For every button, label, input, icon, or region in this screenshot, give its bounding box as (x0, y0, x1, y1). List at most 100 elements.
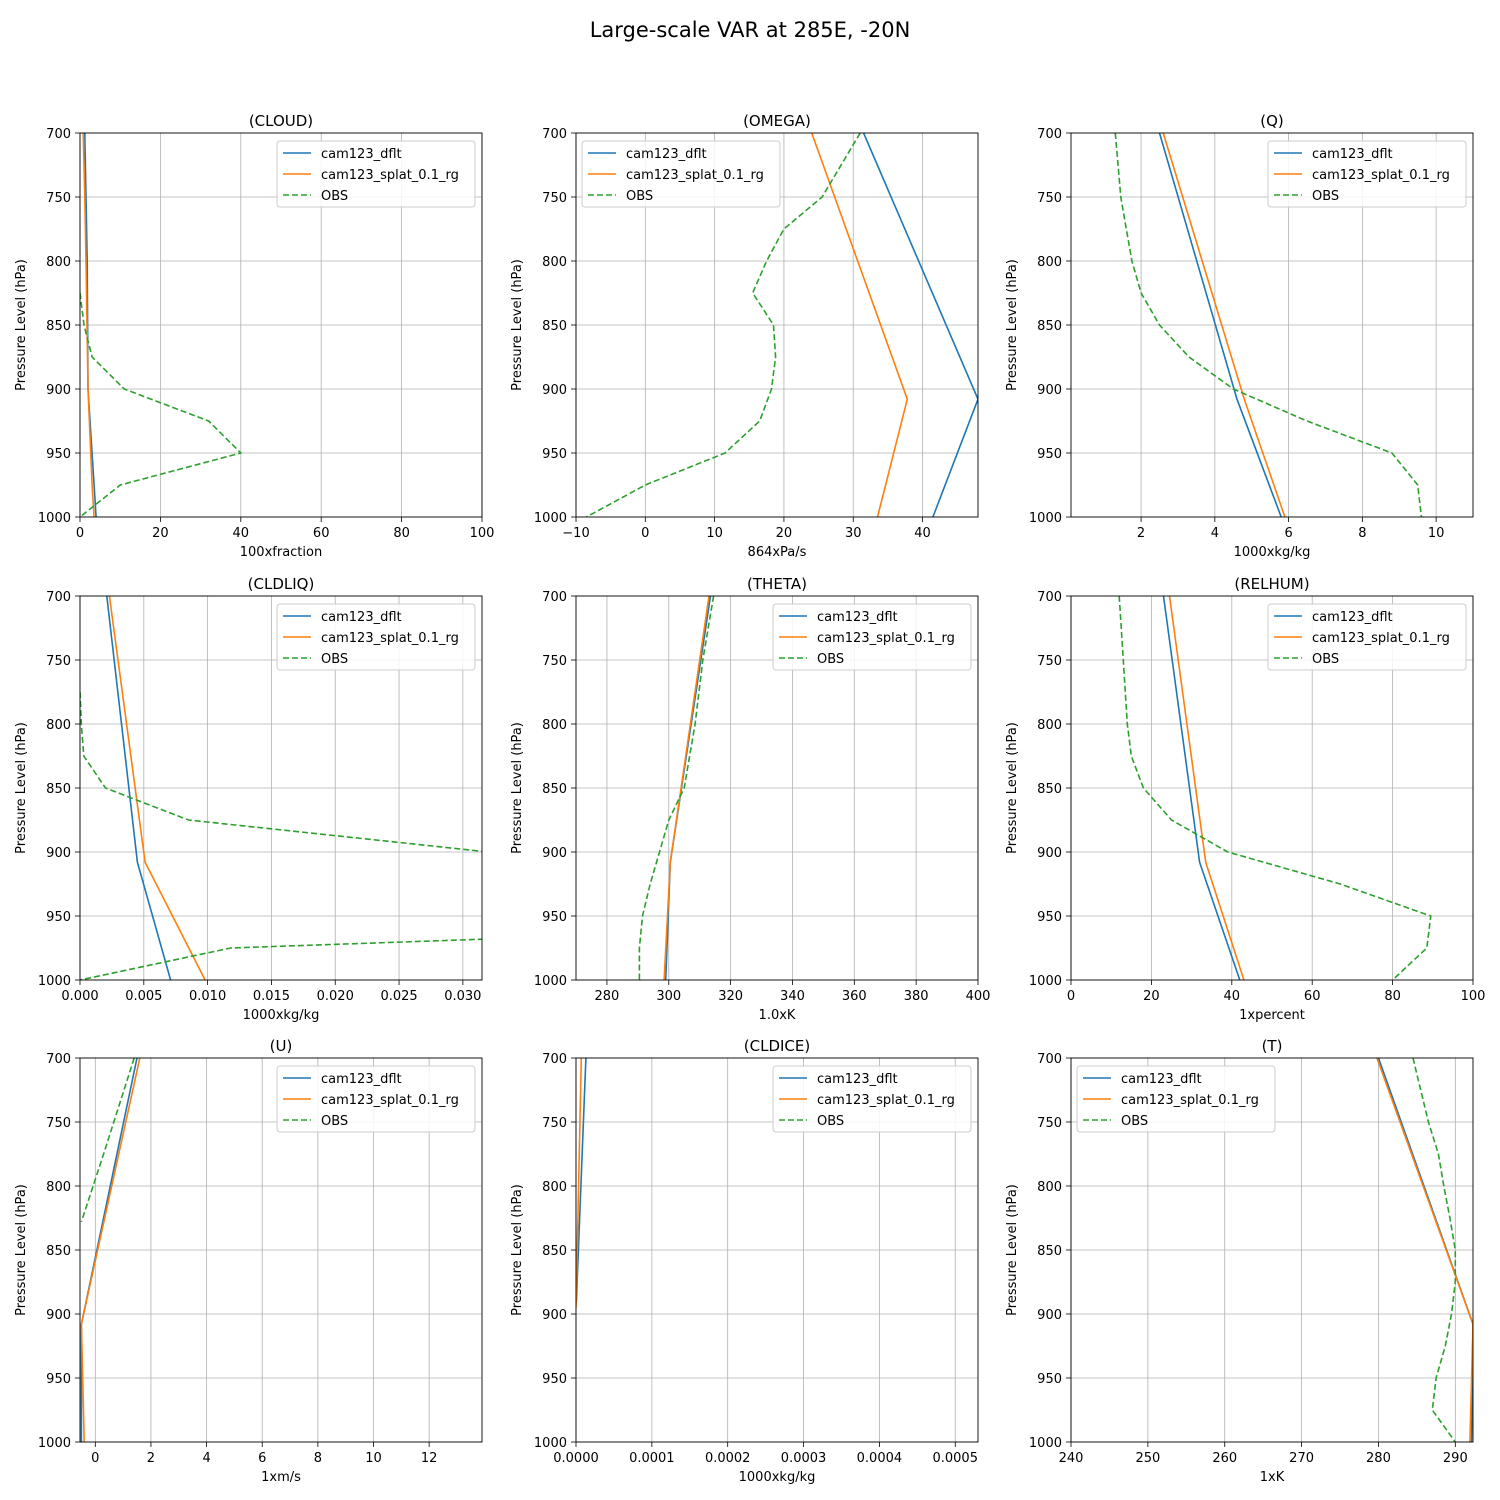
y-tick-label: 1000 (534, 974, 567, 989)
legend-label: cam123_splat_0.1_rg (817, 1093, 955, 1108)
x-tick-label: 0.015 (253, 989, 290, 1004)
y-tick-label: 1000 (534, 1436, 567, 1451)
y-tick-label: 1000 (38, 1436, 71, 1451)
x-tick-label: 2 (147, 1451, 155, 1466)
x-tick-label: 0.0000 (553, 1451, 599, 1466)
series-line-cam123-dflt (1162, 596, 1241, 980)
legend: cam123_dflt cam123_splat_0.1_rg OBS (276, 140, 476, 208)
series-line-cam123-dflt (1158, 133, 1282, 517)
x-tick-label: 10 (365, 1451, 382, 1466)
series-line-cam123-dflt (1377, 1058, 1473, 1442)
x-tick-label: 340 (780, 989, 805, 1004)
panel-omega: −10 0 10 20 30 40 700 750 800 850 900 950 1000 (OMEGA… (510, 112, 979, 560)
y-tick-label: 950 (1037, 910, 1062, 925)
legend: cam123_dflt cam123_splat_0.1_rg OBS (772, 603, 972, 671)
legend-label: cam123_dflt (321, 147, 402, 162)
y-tick-label: 800 (46, 1180, 71, 1195)
x-tick-label: 0 (641, 526, 649, 541)
x-axis-label: 1000xkg/kg (739, 1470, 816, 1485)
y-tick-label: 750 (46, 654, 71, 669)
y-axis-label: Pressure Level (hPa) (14, 722, 29, 854)
y-tick-label: 800 (46, 718, 71, 733)
x-tick-label: 80 (393, 526, 410, 541)
legend: cam123_dflt cam123_splat_0.1_rg OBS (772, 1065, 972, 1133)
y-tick-label: 750 (1037, 1116, 1062, 1131)
legend-label: cam123_splat_0.1_rg (626, 168, 764, 183)
series-line-cam123-splat-0-1-rg (1162, 133, 1286, 517)
x-axis-label: 864xPa/s (748, 545, 807, 560)
legend-label: cam123_dflt (626, 147, 707, 162)
panel-title: (RELHUM) (1234, 575, 1309, 593)
legend-box (772, 603, 972, 671)
legend-label: cam123_splat_0.1_rg (1312, 168, 1450, 183)
panel-t: 240 250 260 270 280 290 700 750 800 850 900 950 1000… (1005, 1037, 1474, 1485)
series-line-obs (80, 1058, 135, 1223)
y-tick-label: 800 (1037, 1180, 1062, 1195)
figure-title: Large-scale VAR at 285E, -20N (590, 18, 911, 42)
x-tick-label: 320 (718, 989, 743, 1004)
y-axis-label: Pressure Level (hPa) (510, 259, 525, 391)
axes-frame (1070, 1057, 1474, 1443)
panel-title: (CLOUD) (249, 112, 313, 130)
y-tick-label: 800 (46, 255, 71, 270)
y-tick-label: 700 (542, 590, 567, 605)
x-tick-label: 20 (152, 526, 169, 541)
x-tick-label: 8 (314, 1451, 322, 1466)
x-tick-label: −10 (562, 526, 589, 541)
y-tick-label: 750 (1037, 191, 1062, 206)
x-tick-label: 0 (76, 526, 84, 541)
x-tick-label: 60 (313, 526, 330, 541)
axes-frame (575, 132, 979, 518)
x-tick-label: 260 (1212, 1451, 1237, 1466)
x-tick-label: 250 (1135, 1451, 1160, 1466)
legend: cam123_dflt cam123_splat_0.1_rg OBS (1267, 603, 1467, 671)
y-tick-label: 950 (46, 1372, 71, 1387)
y-tick-label: 700 (46, 127, 71, 142)
x-tick-label: 40 (1224, 989, 1241, 1004)
x-axis-label: 1000xkg/kg (243, 1008, 320, 1023)
legend: cam123_dflt cam123_splat_0.1_rg OBS (1267, 140, 1467, 208)
x-tick-label: 280 (595, 989, 620, 1004)
legend-box (1267, 603, 1467, 671)
y-tick-label: 1000 (1029, 1436, 1062, 1451)
legend-label: OBS (1312, 652, 1339, 667)
series-line-cam123-splat-0-1-rg (1376, 1058, 1473, 1442)
y-tick-label: 850 (542, 319, 567, 334)
legend-label: cam123_dflt (1121, 1072, 1202, 1087)
y-tick-label: 950 (542, 1372, 567, 1387)
y-tick-label: 1000 (38, 974, 71, 989)
axes-frame (575, 595, 979, 981)
x-tick-label: 10 (706, 526, 723, 541)
legend-label: cam123_dflt (817, 610, 898, 625)
y-tick-label: 800 (542, 718, 567, 733)
x-tick-label: 2 (1137, 526, 1145, 541)
y-tick-label: 850 (1037, 782, 1062, 797)
panel-title: (OMEGA) (743, 112, 811, 130)
y-tick-label: 900 (542, 1308, 567, 1323)
x-tick-label: 400 (966, 989, 991, 1004)
series-line-obs (638, 596, 715, 980)
axes-frame (1070, 132, 1474, 518)
y-tick-label: 900 (1037, 383, 1062, 398)
y-tick-label: 750 (46, 191, 71, 206)
series-line-cam123-splat-0-1-rg (82, 133, 95, 517)
legend-label: cam123_splat_0.1_rg (1312, 631, 1450, 646)
axes-frame (1070, 595, 1474, 981)
x-tick-label: 4 (202, 1451, 210, 1466)
legend: cam123_dflt cam123_splat_0.1_rg OBS (581, 140, 781, 208)
y-axis-label: Pressure Level (hPa) (1005, 722, 1020, 854)
series-line-cam123-dflt (862, 133, 978, 517)
x-tick-label: 4 (1211, 526, 1219, 541)
y-tick-label: 900 (46, 383, 71, 398)
y-tick-label: 750 (542, 1116, 567, 1131)
y-tick-label: 900 (1037, 846, 1062, 861)
y-tick-label: 1000 (38, 511, 71, 526)
x-tick-label: 0.0002 (705, 1451, 751, 1466)
legend-box (276, 1065, 476, 1133)
panel-title: (THETA) (747, 575, 807, 593)
legend-label: cam123_dflt (1312, 610, 1393, 625)
y-tick-label: 850 (46, 319, 71, 334)
series-line-cam123-splat-0-1-rg (576, 1058, 583, 1308)
x-axis-label: 1xm/s (261, 1470, 301, 1485)
legend-label: OBS (321, 1114, 348, 1129)
